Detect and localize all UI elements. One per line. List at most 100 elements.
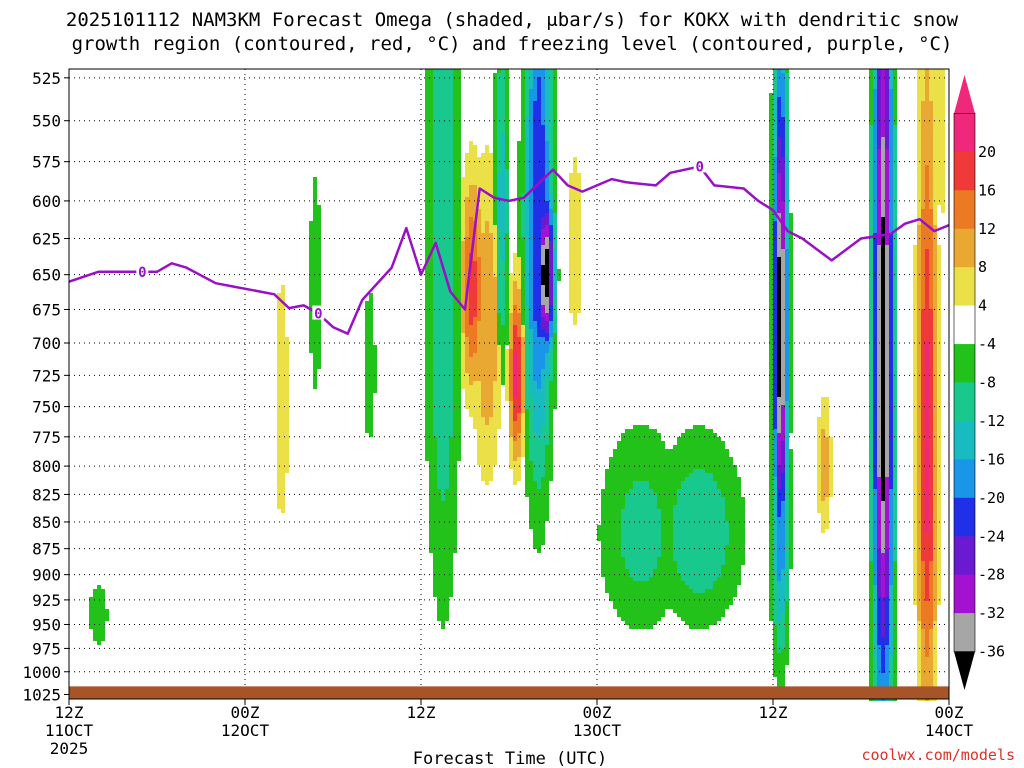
omega-cell [541, 533, 545, 537]
omega-cell [485, 185, 489, 189]
omega-cell [477, 425, 481, 429]
omega-cell [553, 213, 557, 217]
omega-cell [437, 437, 441, 441]
omega-cell [621, 517, 625, 521]
omega-cell [609, 465, 613, 469]
omega-cell [285, 465, 289, 469]
omega-cell [477, 173, 481, 177]
omega-cell [697, 489, 701, 493]
omega-cell [433, 105, 437, 109]
omega-cell [441, 253, 445, 257]
omega-cell [649, 473, 653, 477]
omega-cell [537, 425, 541, 429]
omega-cell [549, 117, 553, 121]
omega-cell [453, 113, 457, 117]
omega-cell [645, 509, 649, 513]
omega-cell [669, 457, 673, 461]
omega-cell [657, 593, 661, 597]
omega-cell [105, 609, 109, 613]
omega-cell [573, 225, 577, 229]
omega-cell [453, 69, 457, 73]
omega-cell [433, 477, 437, 481]
omega-cell [673, 481, 677, 485]
omega-cell [477, 221, 481, 225]
omega-cell [469, 333, 473, 337]
omega-cell [681, 541, 685, 545]
omega-cell [493, 161, 497, 165]
omega-cell [657, 541, 661, 545]
omega-cell [97, 637, 101, 641]
omega-cell [505, 173, 509, 177]
omega-cell [465, 361, 469, 365]
omega-cell [685, 541, 689, 545]
omega-cell [509, 369, 513, 373]
omega-cell [657, 517, 661, 521]
omega-cell [545, 369, 549, 373]
omega-cell [473, 257, 477, 261]
omega-cell [457, 93, 461, 97]
omega-cell [489, 213, 493, 217]
omega-cell [661, 473, 665, 477]
omega-cell [481, 321, 485, 325]
omega-cell [533, 181, 537, 185]
omega-cell [441, 365, 445, 369]
omega-cell [517, 333, 521, 337]
omega-cell [521, 185, 525, 189]
omega-cell [613, 513, 617, 517]
omega-cell [489, 293, 493, 297]
omega-cell [481, 445, 485, 449]
omega-cell [649, 501, 653, 505]
omega-cell [685, 565, 689, 569]
omega-cell [429, 221, 433, 225]
omega-cell [429, 273, 433, 277]
omega-cell [433, 257, 437, 261]
omega-cell [681, 485, 685, 489]
omega-cell [685, 605, 689, 609]
omega-cell [461, 205, 465, 209]
omega-cell [685, 545, 689, 549]
omega-cell [657, 441, 661, 445]
omega-cell [705, 561, 709, 565]
omega-cell [537, 485, 541, 489]
omega-cell [433, 593, 437, 597]
omega-cell [441, 121, 445, 125]
omega-cell [437, 317, 441, 321]
omega-cell [493, 325, 497, 329]
omega-cell [669, 489, 673, 493]
omega-cell [317, 353, 321, 357]
omega-cell [437, 201, 441, 205]
omega-cell [457, 221, 461, 225]
omega-cell [609, 521, 613, 525]
omega-cell [701, 469, 705, 473]
omega-cell [665, 481, 669, 485]
omega-cell [433, 393, 437, 397]
omega-cell [489, 205, 493, 209]
omega-cell [545, 261, 549, 265]
omega-cell [537, 101, 541, 105]
omega-cell [285, 337, 289, 341]
omega-cell [693, 477, 697, 481]
omega-cell [657, 481, 661, 485]
omega-cell [657, 617, 661, 621]
omega-cell [621, 489, 625, 493]
omega-cell [529, 109, 533, 113]
omega-cell [549, 125, 553, 129]
omega-cell [277, 437, 281, 441]
omega-cell [505, 277, 509, 281]
omega-cell [469, 209, 473, 213]
omega-cell [689, 461, 693, 465]
omega-cell [553, 141, 557, 145]
omega-cell [637, 449, 641, 453]
omega-cell [517, 189, 521, 193]
omega-cell [541, 429, 545, 433]
omega-cell [509, 329, 513, 333]
omega-cell [533, 73, 537, 77]
omega-cell [509, 281, 513, 285]
omega-cell [465, 205, 469, 209]
omega-cell [461, 301, 465, 305]
omega-cell [629, 589, 633, 593]
omega-cell [533, 417, 537, 421]
omega-cell [521, 385, 525, 389]
omega-cell [433, 409, 437, 413]
omega-cell [669, 589, 673, 593]
